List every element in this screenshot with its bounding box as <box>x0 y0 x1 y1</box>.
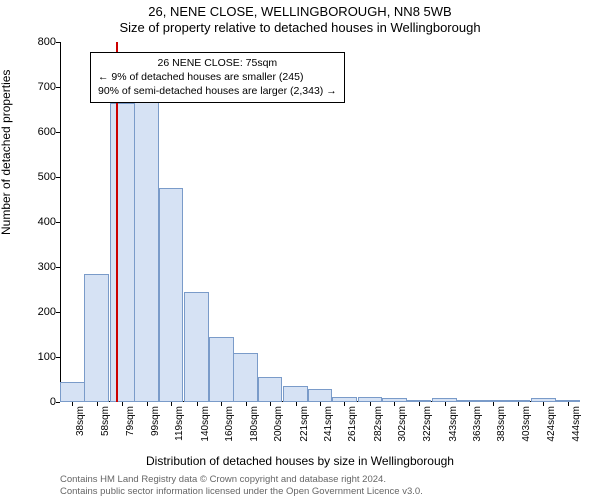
histogram-bar <box>258 377 283 402</box>
x-tick-label: 119sqm <box>174 406 185 441</box>
y-tick-label: 600 <box>20 126 56 138</box>
x-tick-label: 221sqm <box>299 406 310 442</box>
x-tick-label: 79sqm <box>125 406 136 436</box>
histogram-bar <box>233 353 258 403</box>
x-tick-mark <box>320 402 321 406</box>
x-tick-mark <box>296 402 297 406</box>
histogram-bar <box>60 382 85 402</box>
attribution-line1: Contains HM Land Registry data © Crown c… <box>60 474 423 486</box>
x-tick-label: 261sqm <box>347 406 358 442</box>
attribution-line2: Contains public sector information licen… <box>60 486 423 498</box>
y-tick-mark <box>56 357 60 358</box>
x-tick-label: 403sqm <box>521 406 532 442</box>
histogram-bar <box>283 386 308 402</box>
x-tick-label: 140sqm <box>200 406 211 442</box>
x-tick-mark <box>543 402 544 406</box>
x-tick-mark <box>221 402 222 406</box>
x-tick-mark <box>147 402 148 406</box>
x-tick-label: 241sqm <box>323 406 334 442</box>
histogram-bar <box>308 389 333 402</box>
y-tick-mark <box>56 42 60 43</box>
y-tick-mark <box>56 402 60 403</box>
y-tick-label: 500 <box>20 171 56 183</box>
callout-line3: 90% of semi-detached houses are larger (… <box>98 84 337 98</box>
x-tick-label: 58sqm <box>100 406 111 436</box>
x-tick-label: 38sqm <box>75 406 86 436</box>
y-tick-label: 100 <box>20 351 56 363</box>
y-tick-mark <box>56 87 60 88</box>
attribution-text: Contains HM Land Registry data © Crown c… <box>60 474 423 498</box>
chart-title-line1: 26, NENE CLOSE, WELLINGBOROUGH, NN8 5WB <box>0 4 600 19</box>
x-tick-mark <box>171 402 172 406</box>
x-tick-mark <box>419 402 420 406</box>
x-tick-label: 383sqm <box>496 406 507 442</box>
histogram-bar <box>134 101 159 403</box>
y-tick-label: 300 <box>20 261 56 273</box>
x-tick-label: 282sqm <box>373 406 384 442</box>
x-tick-mark <box>394 402 395 406</box>
x-tick-label: 444sqm <box>571 406 582 442</box>
callout-line2: ← 9% of detached houses are smaller (245… <box>98 70 337 84</box>
chart-container: { "titles": { "line1": "26, NENE CLOSE, … <box>0 0 600 500</box>
x-tick-mark <box>518 402 519 406</box>
callout-box: 26 NENE CLOSE: 75sqm← 9% of detached hou… <box>90 52 345 103</box>
x-tick-mark <box>270 402 271 406</box>
y-axis-label: Number of detached properties <box>0 70 13 235</box>
histogram-bar <box>209 337 234 402</box>
x-tick-mark <box>493 402 494 406</box>
histogram-bar <box>84 274 109 402</box>
chart-title-line2: Size of property relative to detached ho… <box>0 20 600 35</box>
y-tick-label: 200 <box>20 306 56 318</box>
x-tick-label: 180sqm <box>249 406 260 442</box>
y-tick-mark <box>56 267 60 268</box>
x-tick-mark <box>72 402 73 406</box>
y-tick-mark <box>56 312 60 313</box>
x-tick-label: 343sqm <box>448 406 459 442</box>
x-tick-mark <box>568 402 569 406</box>
x-tick-label: 160sqm <box>224 406 235 442</box>
y-tick-mark <box>56 222 60 223</box>
x-tick-mark <box>122 402 123 406</box>
y-tick-mark <box>56 177 60 178</box>
y-tick-label: 0 <box>20 396 56 408</box>
x-tick-mark <box>445 402 446 406</box>
y-tick-mark <box>56 132 60 133</box>
y-tick-label: 700 <box>20 81 56 93</box>
x-tick-mark <box>246 402 247 406</box>
y-tick-label: 400 <box>20 216 56 228</box>
x-tick-label: 424sqm <box>546 406 557 442</box>
x-tick-mark <box>469 402 470 406</box>
histogram-bar <box>184 292 209 402</box>
x-tick-mark <box>97 402 98 406</box>
callout-line1: 26 NENE CLOSE: 75sqm <box>98 56 337 70</box>
x-tick-mark <box>370 402 371 406</box>
x-tick-mark <box>344 402 345 406</box>
plot-area: 010020030040050060070080038sqm58sqm79sqm… <box>60 42 580 402</box>
x-tick-label: 302sqm <box>397 406 408 442</box>
x-tick-label: 363sqm <box>472 406 483 442</box>
x-tick-label: 200sqm <box>273 406 284 442</box>
histogram-bar <box>159 188 184 402</box>
x-tick-label: 99sqm <box>150 406 161 436</box>
x-tick-mark <box>197 402 198 406</box>
x-axis-label: Distribution of detached houses by size … <box>0 454 600 468</box>
y-tick-label: 800 <box>20 36 56 48</box>
x-tick-label: 322sqm <box>422 406 433 442</box>
histogram-bar <box>110 103 135 402</box>
